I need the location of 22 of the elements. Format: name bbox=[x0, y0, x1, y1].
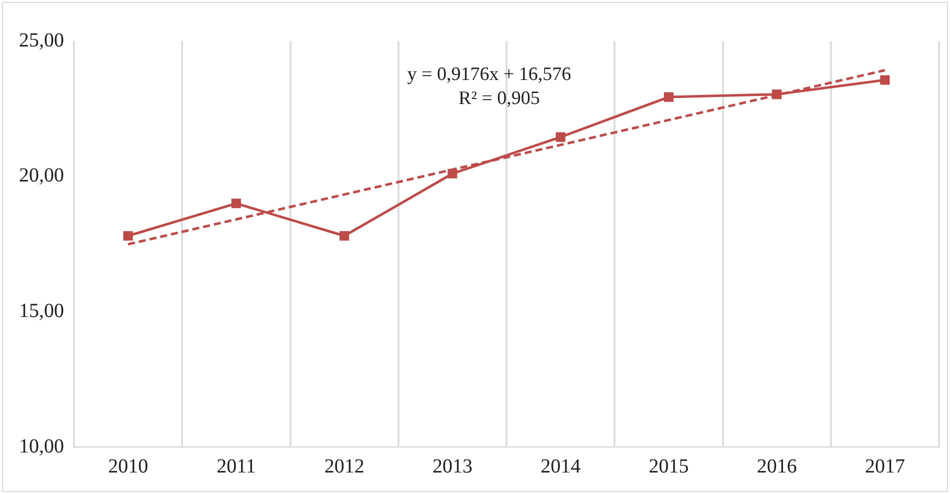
y-tick-label: 15,00 bbox=[19, 300, 64, 322]
annotation: y = 0,9176x + 16,576 bbox=[407, 64, 572, 85]
x-tick-label: 2011 bbox=[216, 455, 256, 478]
point bbox=[340, 231, 350, 241]
x-tick-label: 2013 bbox=[432, 455, 472, 478]
point bbox=[664, 92, 674, 102]
x-tick-label: 2017 bbox=[864, 455, 905, 478]
y-tick-label: 20,00 bbox=[19, 164, 64, 187]
point bbox=[772, 90, 782, 100]
point bbox=[123, 231, 133, 241]
point bbox=[231, 198, 241, 208]
point bbox=[556, 132, 566, 142]
x-tick-label: 2010 bbox=[108, 455, 148, 478]
x-tick-label: 2016 bbox=[756, 455, 797, 478]
x-tick-label: 2012 bbox=[324, 455, 364, 478]
point bbox=[448, 168, 458, 178]
y-tick-label: 25,00 bbox=[19, 29, 64, 52]
x-tick-label: 2014 bbox=[540, 455, 581, 478]
point bbox=[880, 75, 890, 85]
y-tick-label: 10,00 bbox=[19, 435, 64, 458]
x-tick-label: 2015 bbox=[648, 455, 689, 478]
annotation: R² = 0,905 bbox=[458, 88, 540, 109]
